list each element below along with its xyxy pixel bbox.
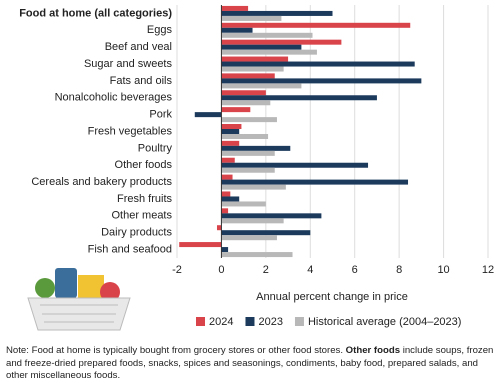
bar — [221, 5, 249, 11]
y-tick-label: Nonalcoholic beverages — [55, 92, 173, 104]
bar — [221, 201, 266, 207]
bar — [221, 22, 411, 28]
bar — [216, 225, 222, 231]
y-tick-label: Eggs — [147, 24, 173, 36]
x-tick-label: -2 — [172, 264, 182, 276]
bar — [221, 179, 409, 185]
basket-icon — [27, 268, 131, 331]
bar — [221, 27, 253, 33]
legend-label: 2024 — [209, 316, 233, 328]
bar — [221, 117, 277, 123]
x-tick-label: 2 — [263, 264, 269, 276]
x-tick-label: 0 — [218, 264, 224, 276]
bar — [221, 167, 275, 173]
bar — [221, 230, 311, 236]
y-tick-label: Other meats — [111, 210, 172, 222]
bar — [221, 44, 302, 50]
bar — [221, 10, 333, 16]
bar — [221, 95, 377, 101]
x-tick-label: 4 — [307, 264, 313, 276]
y-tick-label: Food at home (all categories) — [19, 7, 172, 19]
note-text: Note: Food at home is typically bought f… — [6, 345, 346, 356]
legend-label: 2023 — [258, 316, 282, 328]
bar — [221, 66, 284, 72]
bar — [221, 83, 302, 89]
x-axis-title: Annual percent change in price — [256, 291, 408, 303]
chart: Annual percent change in price -2 0 2 4 6 8 10… — [19, 5, 494, 331]
y-tick-label: Cereals and bakery products — [31, 176, 172, 188]
bar — [221, 140, 240, 146]
note-bold: Other foods — [345, 345, 401, 356]
bar — [221, 145, 291, 151]
bar — [221, 150, 275, 156]
bar — [221, 157, 235, 163]
y-tick-label: Fresh vegetables — [88, 125, 173, 137]
bar — [221, 213, 322, 219]
bar — [221, 90, 266, 96]
bar — [221, 78, 422, 84]
bar — [221, 107, 251, 113]
bar — [221, 15, 282, 21]
y-tick-label: Pork — [149, 109, 172, 121]
legend-label: Historical average (2004–2023) — [308, 316, 461, 328]
bar — [221, 218, 284, 224]
x-tick-label: 12 — [482, 264, 494, 276]
x-tick-label: 8 — [396, 264, 402, 276]
note: Note: Food at home is typically bought f… — [6, 345, 494, 383]
y-tick-label: Other foods — [115, 159, 173, 171]
bar — [221, 196, 240, 202]
y-tick-label: Fats and oils — [110, 75, 173, 87]
x-tick-label: 6 — [352, 264, 358, 276]
bar — [179, 242, 222, 248]
bar — [221, 247, 229, 253]
y-tick-label: Poultry — [138, 142, 173, 154]
y-tick-label: Fresh fruits — [117, 193, 173, 205]
note-text: include soups, frozen and freeze-dried p… — [6, 345, 494, 381]
bar — [221, 49, 317, 55]
x-tick-label: 10 — [437, 264, 449, 276]
bar — [221, 162, 369, 168]
bar — [221, 56, 289, 62]
legend-swatch — [294, 317, 304, 326]
y-tick-label: Dairy products — [101, 227, 172, 239]
y-tick-label: Beef and veal — [105, 41, 172, 53]
y-tick-label: Fish and seafood — [88, 243, 172, 255]
bar — [194, 112, 222, 118]
bar — [221, 184, 286, 190]
bar — [221, 134, 269, 139]
bar — [221, 174, 233, 180]
bar — [221, 73, 275, 79]
bar — [221, 32, 313, 38]
bar — [221, 235, 277, 241]
bar — [221, 124, 242, 129]
bar — [221, 191, 231, 197]
y-tick-label: Sugar and sweets — [84, 58, 173, 70]
bar — [221, 100, 271, 106]
bar — [221, 61, 415, 67]
bar — [221, 39, 342, 45]
bar — [221, 252, 293, 258]
legend-swatch — [196, 317, 205, 326]
bar — [221, 129, 240, 134]
legend-swatch — [245, 317, 255, 326]
bar — [221, 208, 229, 214]
